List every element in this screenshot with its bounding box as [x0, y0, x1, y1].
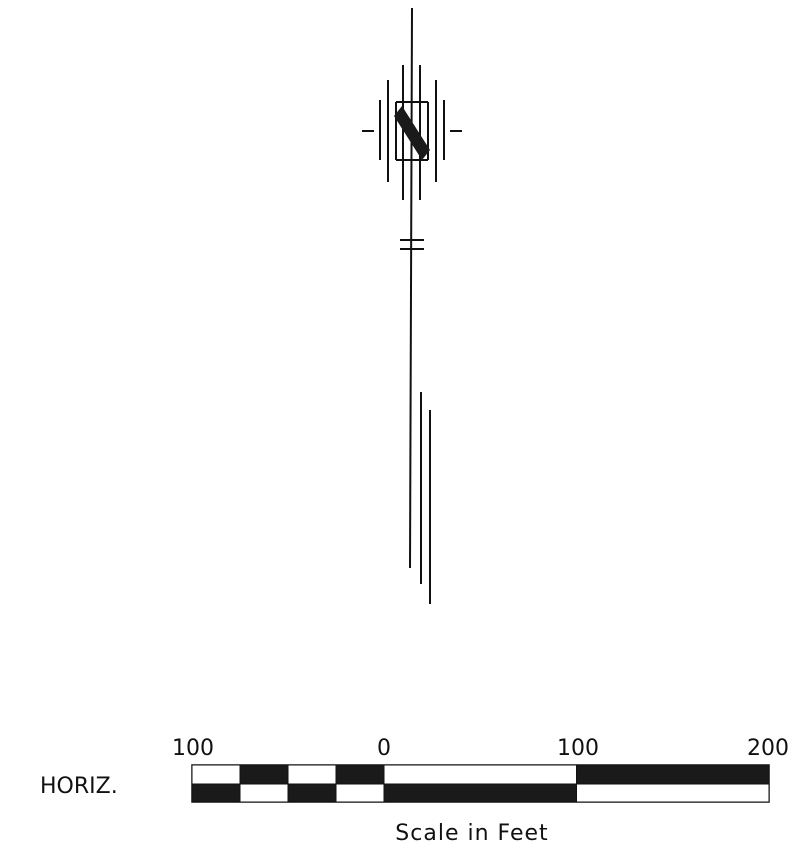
scale-segment [239, 783, 289, 803]
scale-segment [287, 764, 337, 785]
scale-segment [383, 764, 577, 785]
north-arrow-needle [394, 106, 430, 160]
scale-segment [239, 764, 289, 785]
scale-segment [335, 783, 385, 803]
scale-bar [191, 764, 770, 803]
north-arrow-icon [362, 7, 462, 604]
scale-segment [191, 764, 241, 785]
scale-segment [287, 783, 337, 803]
scale-title: Scale in Feet [395, 821, 549, 846]
scale-segment [383, 783, 577, 803]
scale-tick-label: 0 [377, 736, 391, 761]
scale-bar-segments [191, 764, 770, 803]
scale-row-label: HORIZ. [40, 774, 118, 799]
scale-segment [335, 764, 385, 785]
scale-tick-label: 100 [557, 736, 599, 761]
scale-tick-label: 200 [747, 736, 789, 761]
scale-segment [576, 764, 770, 785]
scale-segment [191, 783, 241, 803]
scale-segment [576, 783, 770, 803]
scale-tick-label: 100 [172, 736, 214, 761]
